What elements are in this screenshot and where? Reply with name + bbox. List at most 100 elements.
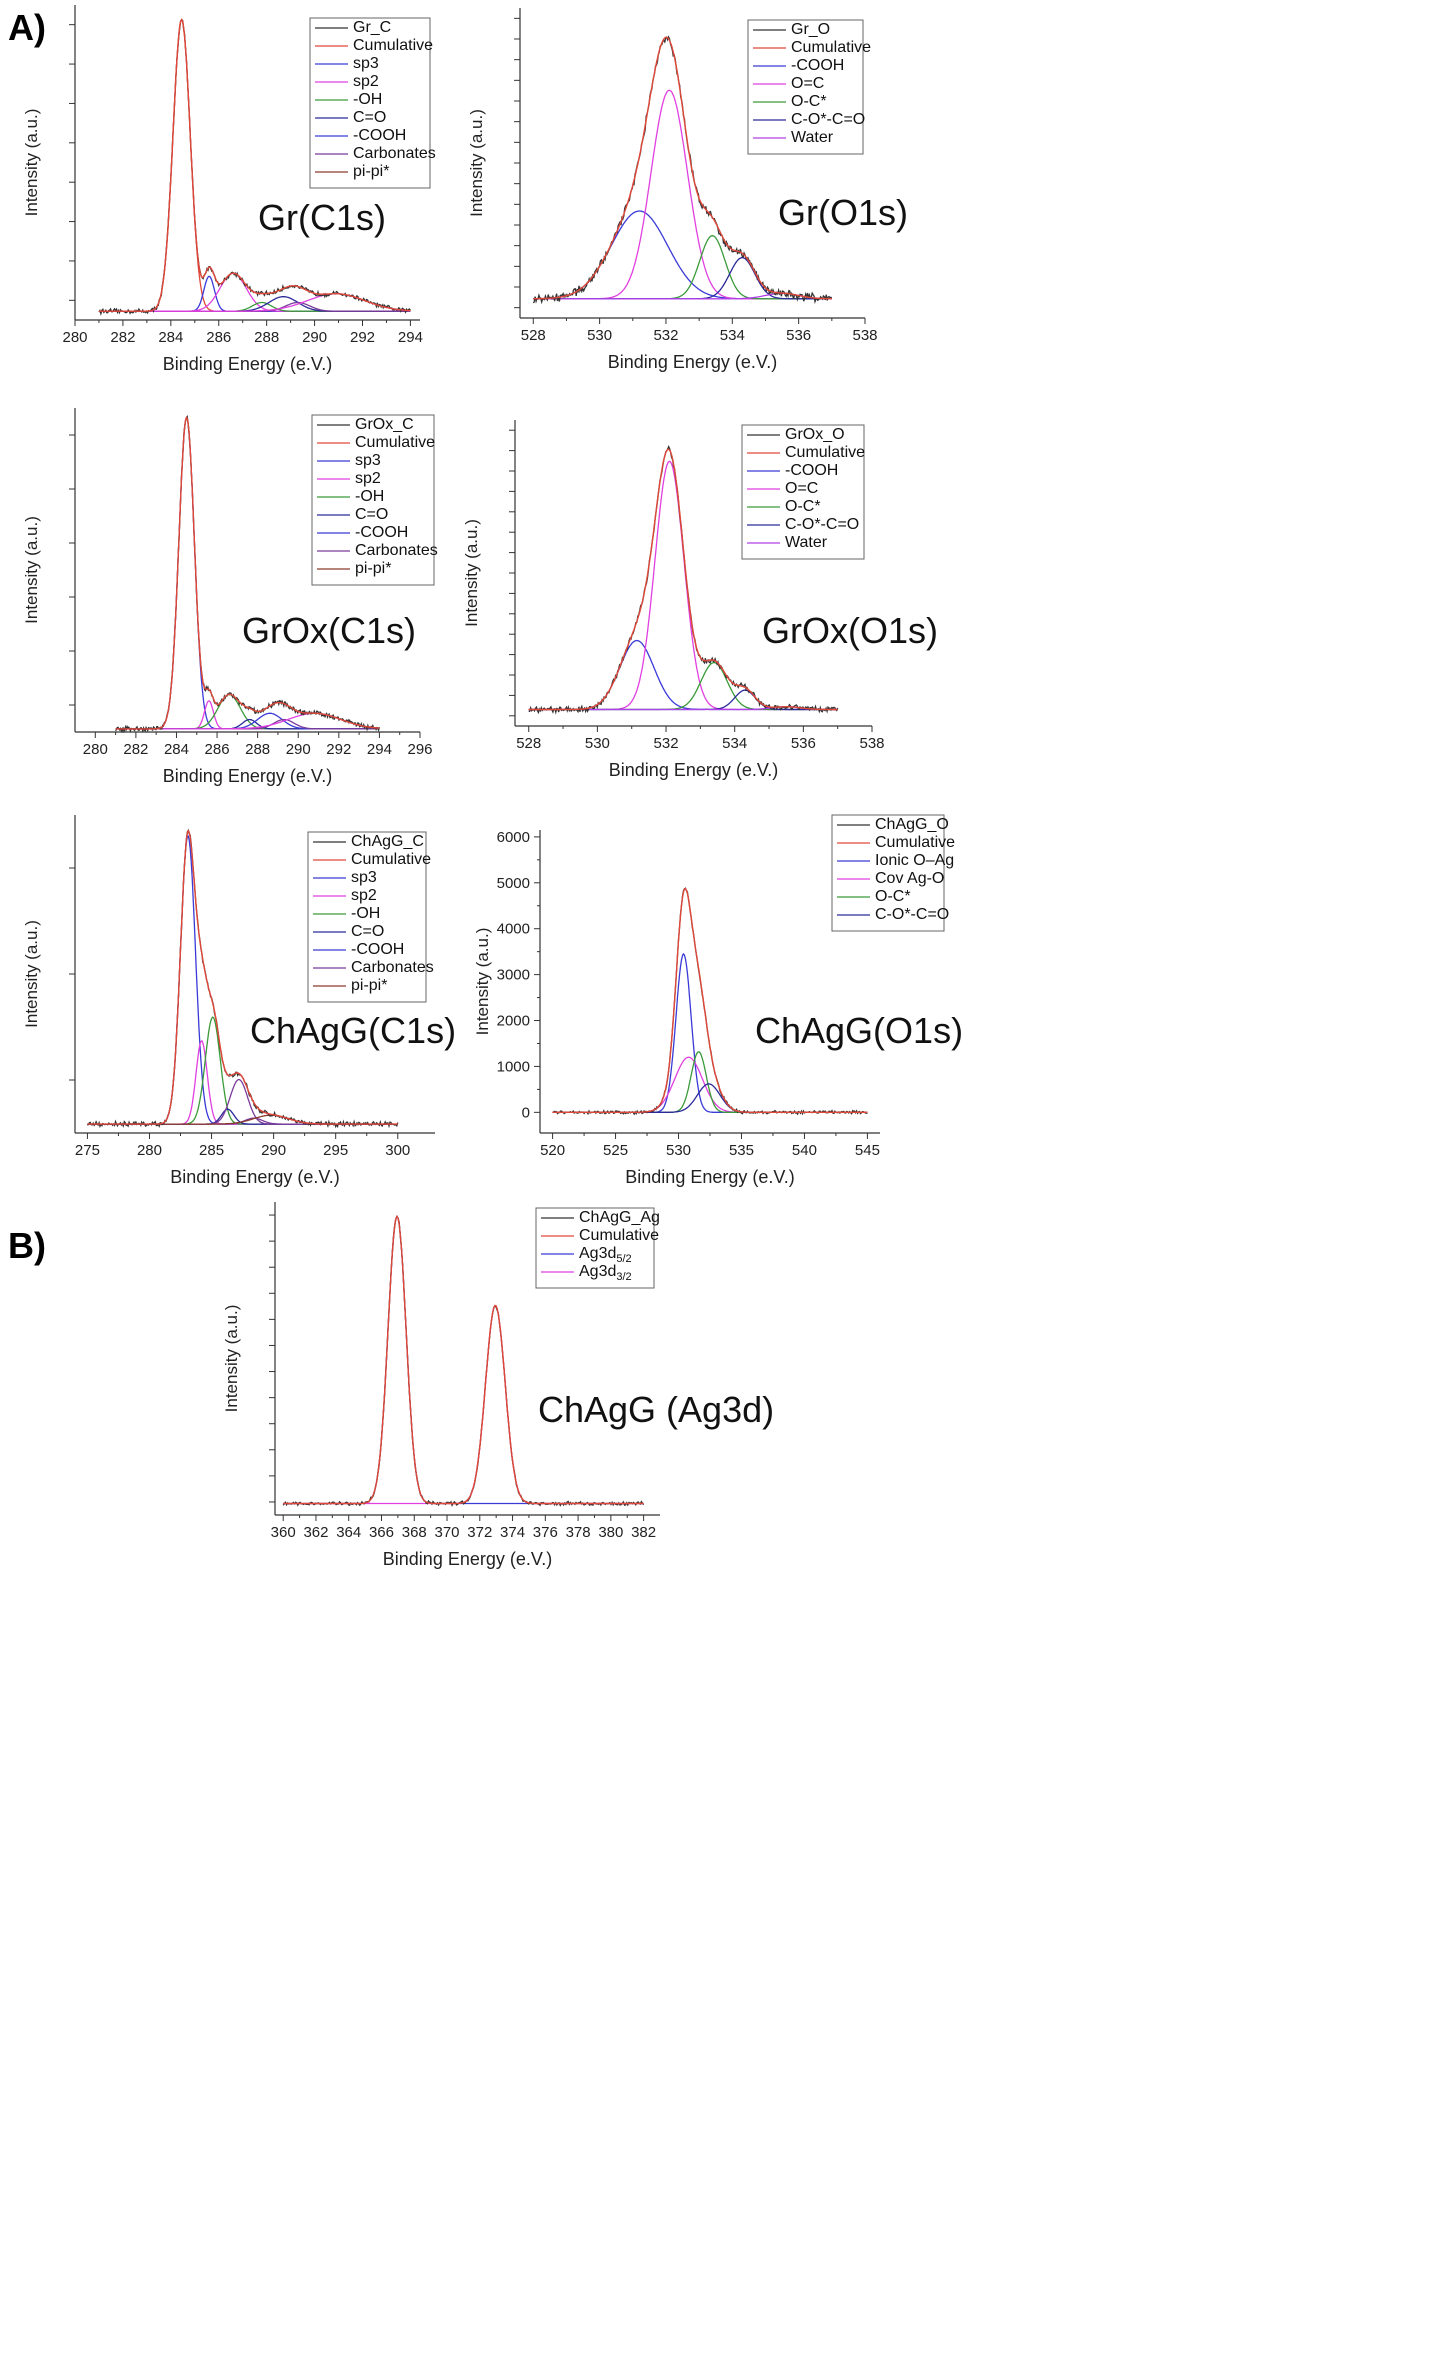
x-tick-label: 292 [326, 741, 351, 758]
x-tick-label: 288 [245, 741, 270, 758]
legend-entry: O-C* [791, 93, 827, 110]
legend-entry: C-O*-C=O [785, 516, 859, 533]
component-cov-ag-o [552, 1056, 868, 1113]
legend-entry: C=O [353, 109, 386, 126]
legend-box [535, 1207, 655, 1289]
x-tick-label: 382 [631, 1524, 656, 1541]
cumulative-line [87, 829, 398, 1125]
cumulative-line [115, 415, 380, 730]
x-tick-label: 370 [435, 1524, 460, 1541]
y-tick-label: 5000 [497, 875, 530, 892]
legend-entry: O-C* [785, 498, 821, 515]
component-sp2 [115, 700, 380, 730]
legend-entry: Gr_O [791, 21, 830, 38]
x-axis-label: Binding Energy (e.V.) [163, 354, 332, 374]
y-axis-label: Intensity (a.u.) [473, 928, 492, 1036]
component-sp2 [99, 275, 411, 312]
y-tick-label: 4000 [497, 921, 530, 938]
legend-entry: C-O*-C=O [875, 906, 949, 923]
chart-gr-c1s: 280 282 284 286 288 290 292 294 Binding Energy (… [22, 5, 436, 374]
x-axis-label: Binding Energy (e.V.) [609, 760, 778, 780]
x-tick-label: 280 [62, 329, 87, 346]
y-axis-label: Intensity (a.u.) [22, 516, 41, 624]
y-axis-label: Intensity (a.u.) [467, 109, 486, 217]
x-tick-label: 282 [110, 329, 135, 346]
y-axis-label: Intensity (a.u.) [22, 920, 41, 1028]
legend-entry: ChAgG_C [351, 833, 424, 850]
cumulative-line [528, 448, 838, 711]
legend-entry: Ag3d3/2 [579, 1263, 632, 1283]
legend-entry: Cumulative [785, 444, 865, 461]
chart-chagg-ag3d: 360 362 364 366 368 370 372 374 376 378 380 382 Bind… [222, 1202, 774, 1569]
x-tick-label: 530 [666, 1142, 691, 1159]
chart-title: ChAgG(C1s) [250, 1010, 456, 1051]
x-tick-label: 300 [385, 1142, 410, 1159]
x-tick-label: 282 [123, 741, 148, 758]
y-tick-label: 3000 [497, 967, 530, 984]
x-tick-label: 360 [271, 1524, 296, 1541]
x-tick-label: 536 [786, 327, 811, 344]
legend-entry: Cumulative [791, 39, 871, 56]
x-tick-label: 286 [205, 741, 230, 758]
cumulative-line [98, 18, 411, 312]
chart-gr-o1s: 528 530 532 534 536 538 Binding Energy (e.V.) I… [467, 8, 908, 372]
legend-entry: pi-pi* [351, 977, 387, 994]
x-axis-label: Binding Energy (e.V.) [383, 1549, 552, 1569]
legend-entry: GrOx_O [785, 426, 845, 443]
x-tick-label: 532 [653, 327, 678, 344]
x-tick-label: 530 [587, 327, 612, 344]
y-axis-label: Intensity (a.u.) [462, 519, 481, 627]
x-tick-label: 296 [407, 741, 432, 758]
chart-title: Gr(O1s) [778, 192, 908, 233]
x-tick-label: 288 [254, 329, 279, 346]
legend-entry: sp2 [353, 73, 379, 90]
legend-entry: -COOH [353, 127, 406, 144]
x-tick-label: 294 [398, 329, 423, 346]
panel-label-a: A) [8, 7, 46, 48]
x-axis-label: Binding Energy (e.V.) [163, 766, 332, 786]
x-tick-label: 368 [402, 1524, 427, 1541]
legend-entry: sp3 [355, 452, 381, 469]
x-tick-label: 295 [323, 1142, 348, 1159]
y-axis-label: Intensity (a.u.) [22, 109, 41, 217]
legend-entry: -COOH [785, 462, 838, 479]
cumulative-line [283, 1214, 644, 1505]
x-tick-label: 376 [533, 1524, 558, 1541]
legend-entry: ChAgG_O [875, 816, 949, 833]
x-tick-label: 538 [859, 735, 884, 752]
x-tick-label: 528 [516, 735, 541, 752]
x-tick-label: 290 [302, 329, 327, 346]
legend-entry: -OH [353, 91, 382, 108]
legend-box [831, 814, 945, 932]
x-axis-label: Binding Energy (e.V.) [608, 352, 777, 372]
legend-entry: Ionic O–Ag [875, 852, 954, 869]
legend-entry: sp2 [351, 887, 377, 904]
legend-entry: Ag3d5/2 [579, 1245, 632, 1265]
chart-title: GrOx(O1s) [762, 610, 938, 651]
legend-entry: -OH [351, 905, 380, 922]
x-tick-label: 540 [792, 1142, 817, 1159]
legend-entry: Water [791, 129, 834, 146]
legend-entry: Cov Ag-O [875, 870, 944, 887]
component-o-c- [552, 1051, 868, 1113]
legend-entry: O=C [791, 75, 824, 92]
legend-entry: pi-pi* [355, 560, 391, 577]
component-c-o-c-o [552, 1083, 868, 1113]
chart-chagg-o1s: 520 525 530 535 540 545 0 1000 2000 3000 4000 5000 6… [473, 814, 963, 1187]
legend-entry: -COOH [355, 524, 408, 541]
x-tick-label: 530 [585, 735, 610, 752]
x-tick-label: 362 [303, 1524, 328, 1541]
chart-title: Gr(C1s) [258, 197, 386, 238]
legend-entry: C=O [351, 923, 384, 940]
legend-entry: sp3 [353, 55, 379, 72]
legend-entry: Carbonates [353, 145, 436, 162]
x-tick-label: 378 [566, 1524, 591, 1541]
legend-entry: -COOH [351, 941, 404, 958]
component-carbonates [99, 301, 411, 312]
legend-entry: Cumulative [353, 37, 433, 54]
chart-grox-c1s: 280 282 284 286 288 290 292 294 296 Binding Energ… [22, 408, 438, 786]
legend-entry: Cumulative [579, 1227, 659, 1244]
x-tick-label: 532 [654, 735, 679, 752]
x-tick-label: 285 [199, 1142, 224, 1159]
